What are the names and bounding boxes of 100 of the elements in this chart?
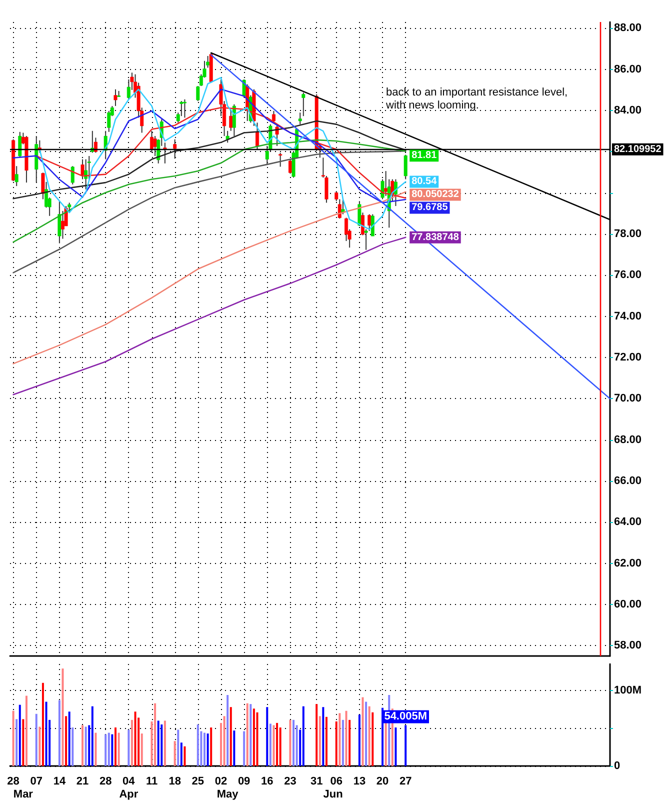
x-tick-label: 18 bbox=[168, 776, 181, 788]
bar bbox=[335, 721, 338, 766]
bar bbox=[164, 720, 166, 766]
bar bbox=[368, 706, 370, 766]
bar bbox=[233, 730, 236, 766]
candlestick bbox=[341, 198, 345, 215]
bar bbox=[269, 724, 272, 766]
bar bbox=[348, 720, 351, 766]
bar bbox=[108, 732, 110, 766]
bar bbox=[276, 722, 278, 766]
x2-tick-label: Jun bbox=[323, 788, 344, 800]
candlestick bbox=[324, 175, 328, 204]
text: 81.81 bbox=[412, 150, 437, 162]
y-tick-label: 100M bbox=[614, 684, 642, 696]
candlestick bbox=[68, 202, 72, 214]
candlestick bbox=[182, 98, 186, 118]
y-tick-label: 64.00 bbox=[614, 516, 642, 528]
x-tick-label: 25 bbox=[192, 776, 204, 788]
bar bbox=[72, 727, 74, 766]
bar bbox=[104, 734, 107, 766]
bar bbox=[134, 712, 136, 766]
bar bbox=[256, 712, 258, 766]
bar bbox=[272, 725, 275, 766]
y-tick-label: 62.00 bbox=[614, 557, 642, 570]
bar bbox=[118, 732, 120, 766]
x-tick-label: 04 bbox=[122, 776, 136, 788]
ref-line-label: 82.109952 bbox=[614, 144, 662, 155]
x-tick-label: 20 bbox=[376, 776, 389, 788]
bar bbox=[250, 704, 252, 766]
x-tick-label: 14 bbox=[53, 776, 66, 788]
y-tick-label: 88.00 bbox=[614, 22, 642, 34]
candlestick bbox=[229, 108, 233, 132]
x-tick-label: 27 bbox=[399, 776, 412, 788]
bar bbox=[68, 712, 70, 766]
candlestick bbox=[114, 88, 118, 106]
bar bbox=[266, 707, 268, 766]
bar bbox=[184, 746, 186, 766]
bar bbox=[206, 734, 209, 766]
bar bbox=[318, 716, 321, 766]
bar bbox=[18, 704, 21, 766]
x-tick-label: 28 bbox=[7, 776, 20, 788]
bar bbox=[140, 734, 143, 766]
bar bbox=[384, 722, 387, 766]
bar bbox=[289, 720, 292, 766]
bar bbox=[365, 702, 368, 766]
y-tick-label: 86.00 bbox=[614, 63, 642, 76]
candlestick bbox=[302, 92, 306, 117]
y-tick-label: 0 bbox=[614, 760, 620, 772]
data-label: 79.6785 bbox=[412, 202, 448, 214]
bar bbox=[292, 720, 295, 766]
bar bbox=[210, 727, 212, 766]
bar bbox=[128, 730, 130, 766]
bar bbox=[342, 720, 344, 766]
y-tick-label: 78.00 bbox=[614, 228, 642, 240]
bar bbox=[325, 716, 328, 766]
bar bbox=[252, 708, 255, 766]
bar bbox=[45, 702, 48, 766]
bar bbox=[372, 712, 374, 766]
x-tick-label: 09 bbox=[238, 776, 250, 788]
bar bbox=[177, 730, 180, 766]
candlestick bbox=[256, 122, 260, 150]
bar bbox=[111, 734, 114, 766]
bar bbox=[322, 707, 324, 766]
candlestick bbox=[278, 152, 282, 168]
bar bbox=[65, 716, 68, 766]
bar bbox=[25, 696, 28, 766]
bar bbox=[246, 703, 248, 766]
x-tick-label: 02 bbox=[214, 776, 228, 788]
data-label: 77.838748 bbox=[412, 232, 460, 243]
candlestick bbox=[298, 112, 302, 125]
x-tick-label: 28 bbox=[99, 776, 112, 788]
data-label: 54.005M bbox=[384, 710, 428, 723]
y-tick-label: 58.00 bbox=[614, 640, 642, 652]
y-tick-label: 72.00 bbox=[614, 352, 642, 364]
y-tick-label: 74.00 bbox=[614, 310, 642, 322]
x2-tick-label: Apr bbox=[119, 788, 139, 800]
bar bbox=[204, 732, 206, 766]
candlestick bbox=[58, 200, 62, 244]
candlestick bbox=[107, 110, 111, 132]
x2-tick-label: Mar bbox=[13, 788, 34, 800]
bar bbox=[196, 724, 199, 766]
y-tick-label: 84.00 bbox=[614, 104, 642, 117]
x-tick-label: 23 bbox=[284, 776, 296, 788]
bar bbox=[114, 727, 116, 766]
data-label: 80.54 bbox=[412, 176, 438, 188]
candlestick bbox=[206, 55, 210, 68]
bar bbox=[279, 727, 282, 766]
y-tick-label: 76.00 bbox=[614, 269, 642, 282]
bar bbox=[302, 706, 304, 766]
bar bbox=[62, 668, 64, 766]
bar bbox=[243, 731, 246, 766]
candlestick bbox=[384, 170, 388, 196]
candlestick bbox=[394, 178, 398, 207]
bar bbox=[160, 724, 163, 766]
y-tick-label: 60.00 bbox=[614, 598, 642, 611]
y-tick-label: 70.00 bbox=[614, 392, 642, 405]
bar bbox=[394, 727, 397, 766]
bar bbox=[316, 704, 318, 766]
bar bbox=[223, 716, 226, 766]
bar bbox=[174, 741, 176, 766]
